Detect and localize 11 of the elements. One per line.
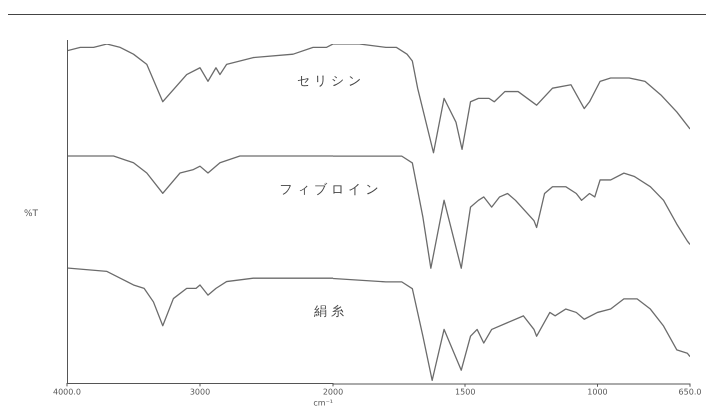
series-label: セ リ シ ン (296, 74, 362, 89)
text: フ ィ ブ ロ イ ン (280, 182, 378, 198)
y-axis-title: %T (24, 209, 39, 220)
x-tick-label: 1500 (455, 388, 476, 397)
x-tick-label: 4000.0 (53, 387, 81, 396)
x-tick-label: 3000 (190, 387, 210, 396)
x-tick-label: 650.0 (678, 388, 702, 397)
x-axis-title: cm⁻¹ (313, 398, 333, 408)
x-tick-label: 1000 (587, 388, 608, 397)
x-tick-label: 2000 (322, 387, 344, 396)
text: 絹 糸 (312, 304, 344, 320)
